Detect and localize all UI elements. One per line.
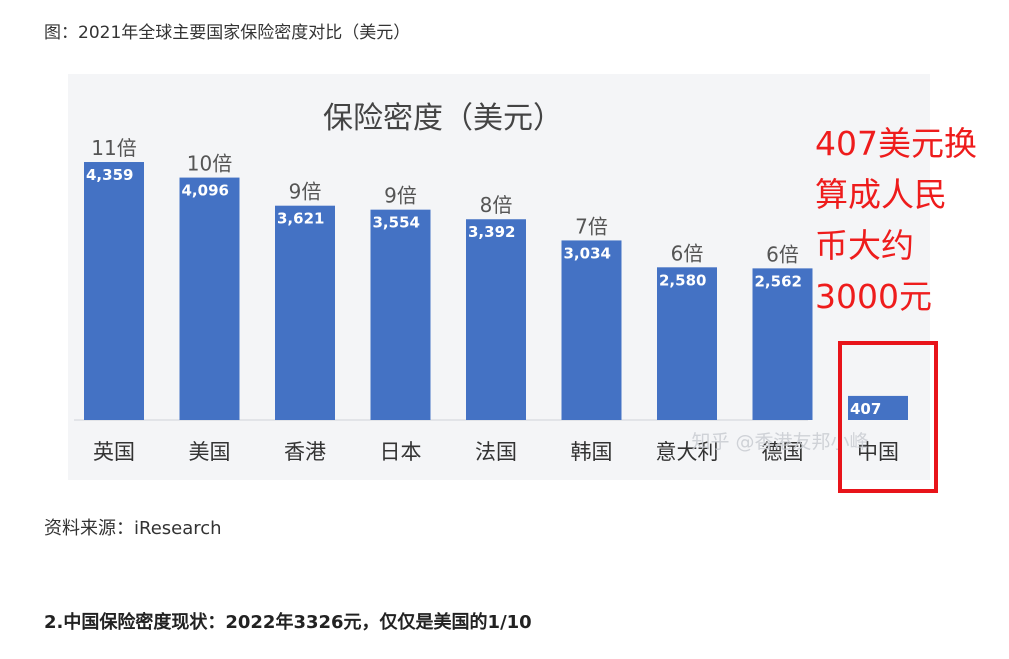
figure-caption: 图：2021年全球主要国家保险密度对比（美元） bbox=[44, 23, 411, 43]
value-label: 4,359 bbox=[86, 166, 133, 184]
category-label: 法国 bbox=[475, 440, 517, 464]
annotation-note: 407美元换 算成人民 币大约 3000元 bbox=[815, 118, 1005, 322]
bar bbox=[466, 219, 526, 420]
category-label: 日本 bbox=[380, 440, 422, 464]
annotation-line: 3000元 bbox=[815, 277, 932, 316]
value-label: 2,562 bbox=[755, 272, 802, 290]
value-label: 3,621 bbox=[277, 210, 324, 228]
value-label: 3,554 bbox=[373, 214, 420, 232]
category-label: 英国 bbox=[93, 440, 135, 464]
bar bbox=[561, 240, 622, 420]
watermark: 知乎 @香港友邦小峰 bbox=[691, 431, 868, 453]
highlight-box bbox=[838, 341, 938, 493]
value-label: 3,392 bbox=[468, 223, 515, 241]
bar bbox=[752, 268, 813, 420]
value-label: 3,034 bbox=[564, 244, 611, 262]
bar bbox=[84, 162, 144, 420]
category-label: 韩国 bbox=[571, 440, 613, 464]
multiple-label: 7倍 bbox=[575, 214, 608, 238]
annotation-line: 407美元换 bbox=[815, 124, 977, 163]
multiple-label: 8倍 bbox=[480, 193, 513, 217]
category-label: 中国 bbox=[857, 440, 899, 464]
multiple-label: 6倍 bbox=[766, 242, 799, 266]
bar bbox=[370, 209, 431, 420]
bar bbox=[848, 395, 908, 420]
source-note: 资料来源：iResearch bbox=[44, 518, 222, 539]
value-label: 2,580 bbox=[659, 271, 706, 289]
category-label: 德国 bbox=[762, 440, 804, 464]
multiple-label: 10倍 bbox=[187, 152, 232, 176]
multiple-label: 6倍 bbox=[671, 241, 704, 265]
multiple-label: 11倍 bbox=[91, 136, 136, 160]
annotation-line: 算成人民 bbox=[815, 175, 947, 214]
bar bbox=[179, 177, 240, 420]
value-label: 407 bbox=[850, 400, 881, 418]
chart-figure: 保险密度（美元） 4,359 11倍英国 4,096 10倍美国 3,621 9倍香港 3,5… bbox=[68, 74, 930, 480]
multiple-label: 9倍 bbox=[384, 184, 417, 208]
bar bbox=[275, 205, 335, 420]
section-headline[interactable]: 2.中国保险密度现状：2022年3326元，仅仅是美国的1/10 bbox=[44, 612, 532, 633]
chart-title: 保险密度（美元） bbox=[323, 101, 563, 136]
multiple-label: 9倍 bbox=[289, 180, 322, 204]
bar bbox=[657, 267, 717, 420]
category-label: 香港 bbox=[284, 440, 326, 464]
category-label: 美国 bbox=[189, 440, 231, 464]
annotation-line: 币大约 bbox=[815, 226, 914, 265]
category-label: 意大利 bbox=[656, 440, 719, 464]
value-label: 4,096 bbox=[182, 182, 229, 200]
